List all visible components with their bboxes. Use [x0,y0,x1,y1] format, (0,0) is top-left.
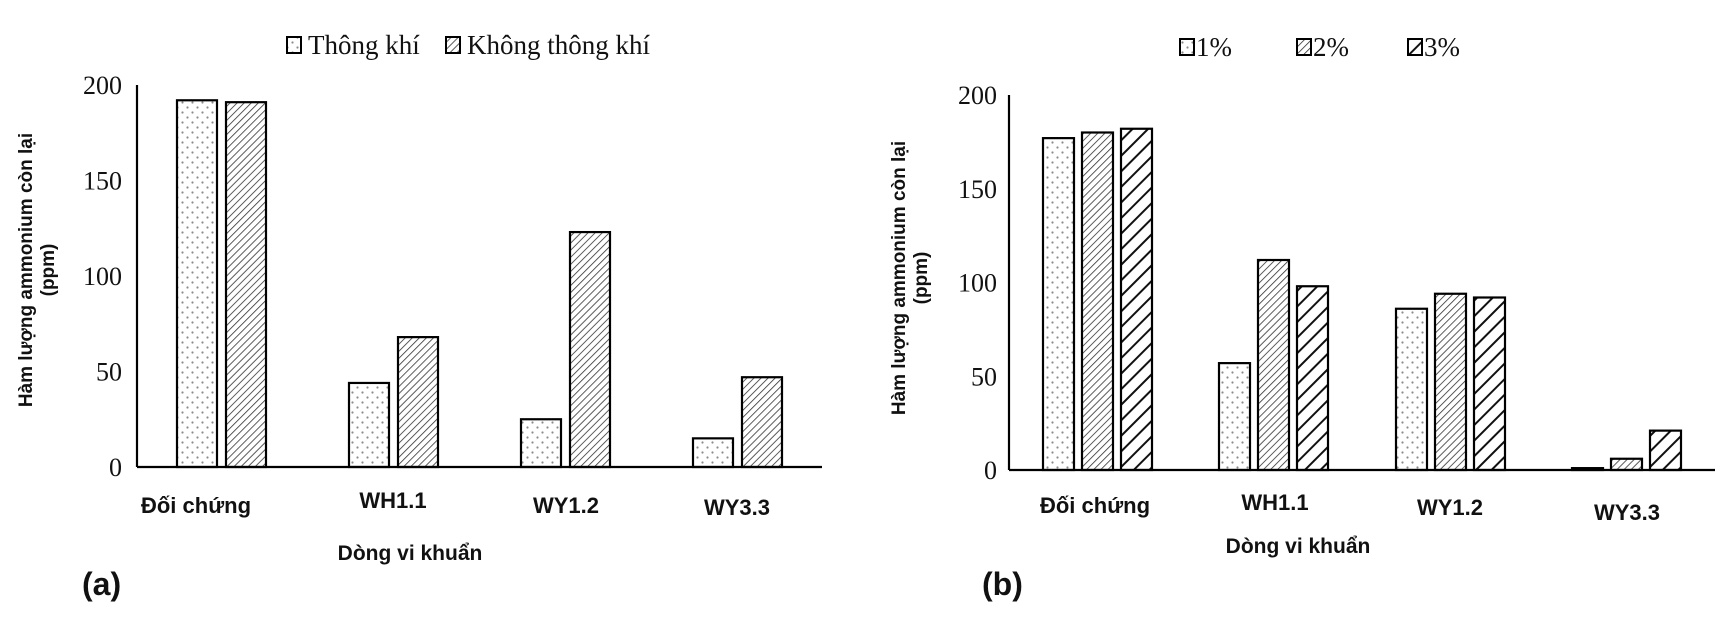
chart-b: 0 50 100 150 200 Đối chứng WH1.1 WY1.2 WY3.3 Dòng… [889,32,1715,602]
bar-group [691,376,784,469]
bar-group [347,336,440,469]
y-tick-label: 0 [109,453,122,482]
legend: 1% 2% 3% [1179,32,1460,62]
legend: Thông khí Không thông khí [286,30,651,60]
y-axis-title-line1: Hàm lượng ammonium còn lại [889,141,910,415]
bar [1080,131,1115,472]
bar [1394,307,1429,472]
legend-label: Thông khí [308,30,420,60]
bar-group [519,230,612,469]
x-tick-label: Đối chứng [1040,493,1150,518]
bar [1041,137,1076,472]
bar [568,230,612,469]
legend-swatch-icon [286,36,302,54]
bar [224,101,268,469]
bar [396,336,440,469]
legend-swatch-icon [1407,38,1423,56]
bar [1609,457,1644,472]
bar-group [1041,127,1154,472]
bar [1256,258,1291,472]
bar [347,381,391,469]
x-tick-label: Đối chứng [141,493,251,518]
y-tick-label: 150 [83,167,122,196]
legend-swatch-icon [1296,38,1312,56]
bar [1433,292,1468,472]
bar-group [175,99,268,469]
bar [1217,362,1252,472]
bar [740,376,784,469]
legend-item: 1% [1179,32,1232,62]
legend-swatch-icon [445,36,461,54]
y-axis-title: Hàm lượng ammonium còn lại(ppm) [889,141,932,415]
x-tick-label: WY1.2 [1417,495,1483,520]
chart-a: 0 50 100 150 200 Đối chứng WH1.1 WY1.2 WY3.3 Dòng… [16,30,822,602]
bar [691,437,735,469]
bar [1119,127,1154,472]
y-tick-label: 50 [971,362,997,391]
bar [1295,285,1330,472]
x-tick-label: WY3.3 [1594,500,1660,525]
bar [519,418,563,469]
x-tick-label: WH1.1 [359,488,426,513]
panel-label: (b) [982,566,1023,602]
y-tick-label: 200 [83,71,122,100]
bar [1472,296,1507,472]
x-axis-title: Dòng vi khuẩn [338,542,483,565]
x-tick-label: WY1.2 [533,493,599,518]
legend-swatch-icon [1179,38,1195,56]
legend-label: 2% [1313,32,1349,62]
y-axis-title: Hàm lượng ammonium còn lại(ppm) [16,133,59,407]
legend-item: Không thông khí [445,30,651,60]
bar-group [1217,258,1330,472]
y-axis-title-line1: Hàm lượng ammonium còn lại [16,133,37,407]
panel-label: (a) [82,566,121,602]
legend-label: Không thông khí [467,30,651,60]
y-tick-label: 150 [958,175,997,204]
y-tick-label: 0 [984,456,997,485]
legend-label: 1% [1196,32,1232,62]
legend-item: 2% [1296,32,1349,62]
y-axis-title-line2: (ppm) [38,244,59,297]
y-axis-title-line2: (ppm) [911,252,932,305]
bar-group [1570,429,1683,472]
bar-group [1394,292,1507,472]
bar [1648,429,1683,472]
legend-item: Thông khí [286,30,420,60]
legend-item: 3% [1407,32,1460,62]
y-tick-label: 200 [958,81,997,110]
x-tick-label: WY3.3 [704,495,770,520]
x-axis-title: Dòng vi khuẩn [1226,535,1371,558]
y-tick-label: 50 [96,358,122,387]
legend-label: 3% [1424,32,1460,62]
bar [175,99,219,469]
y-tick-label: 100 [83,262,122,291]
y-tick-label: 100 [958,269,997,298]
x-tick-label: WH1.1 [1241,490,1308,515]
